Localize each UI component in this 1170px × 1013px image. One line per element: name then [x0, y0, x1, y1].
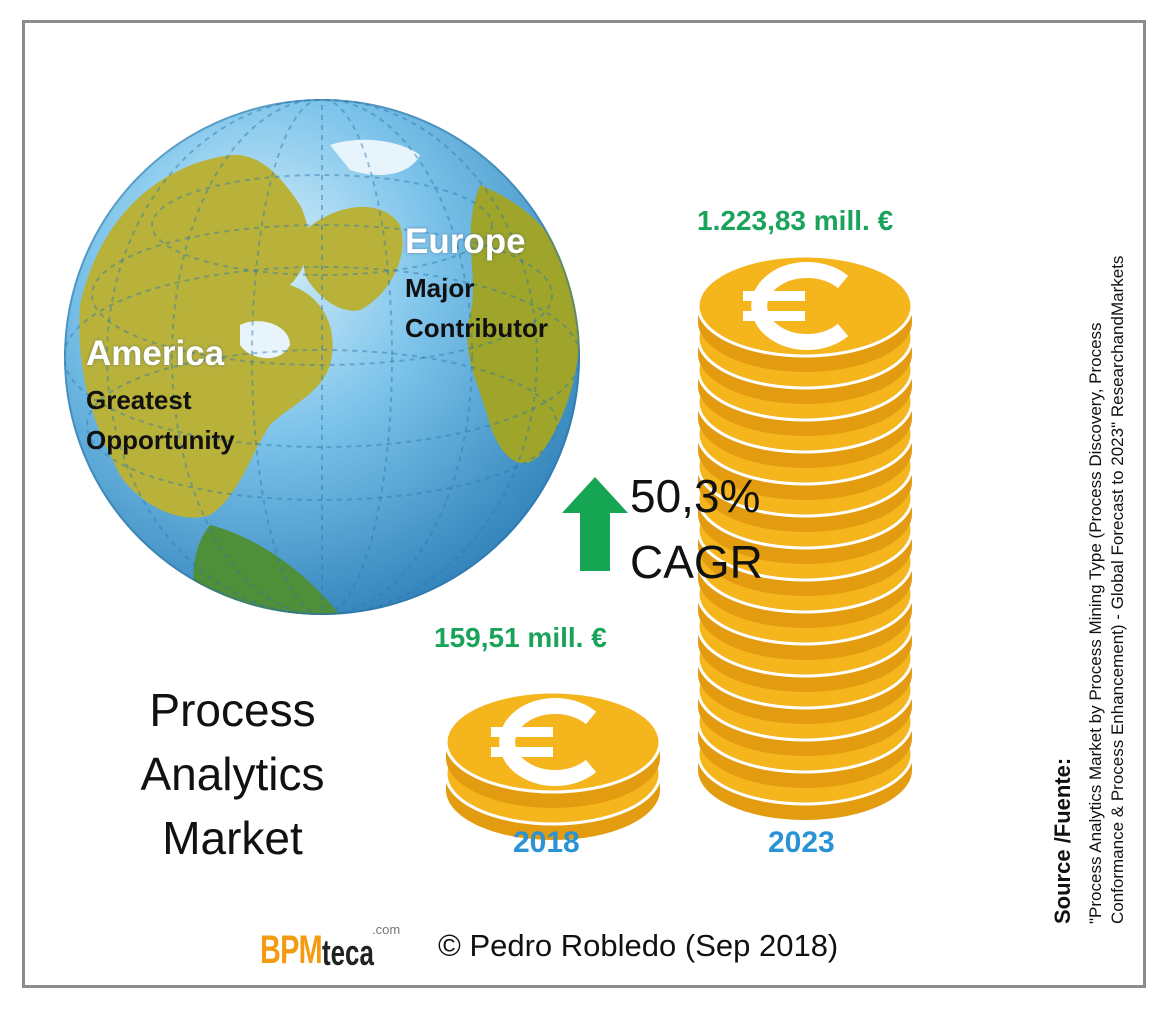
value-label-2018: 159,51 mill. €: [434, 622, 607, 653]
source-title: Source /Fuente:: [1050, 757, 1075, 924]
copyright-text: © Pedro Robledo (Sep 2018): [438, 928, 839, 963]
source-line-2: Conformance & Process Enhancement) - Glo…: [1108, 255, 1127, 924]
cagr-value: 50,3%: [630, 470, 761, 522]
category-label-2023: 2023: [768, 826, 835, 859]
coin-face: [444, 690, 662, 794]
coin-face: [696, 254, 914, 358]
region-desc-europe-line2: Contributor: [405, 313, 548, 343]
category-label-2018: 2018: [513, 826, 580, 859]
source-note: Source /Fuente: "Process Analytics Marke…: [1046, 90, 1142, 930]
source-line-1: "Process Analytics Market by Process Min…: [1086, 322, 1105, 924]
chart-title-line1: Process: [149, 684, 316, 736]
euro-icon: [743, 262, 849, 350]
value-label-2023: 1.223,83 mill. €: [697, 205, 894, 236]
region-desc-europe-line1: Major: [405, 273, 475, 303]
cagr-label: CAGR: [630, 536, 763, 588]
region-desc-america-line2: Opportunity: [86, 425, 235, 455]
logo-bpm-text: BPM: [260, 928, 323, 972]
up-arrow-icon: [562, 477, 628, 571]
region-name-america: America: [86, 334, 225, 373]
region-name-europe: Europe: [405, 222, 526, 261]
region-desc-america-line1: Greatest: [86, 385, 192, 415]
chart-title-line2: Analytics: [140, 748, 325, 800]
logo-teca-text: teca: [322, 932, 374, 973]
euro-icon: [491, 698, 597, 786]
coin-stack-2023: [696, 254, 914, 820]
globe-land: [79, 139, 580, 615]
globe-illustration: [64, 99, 580, 615]
globe-grid: [64, 99, 580, 615]
coin-stack-2018: [444, 690, 662, 840]
chart-title: Process Analytics Market: [100, 678, 365, 870]
logo-com-text: .com: [372, 922, 401, 937]
chart-title-line3: Market: [162, 812, 303, 864]
